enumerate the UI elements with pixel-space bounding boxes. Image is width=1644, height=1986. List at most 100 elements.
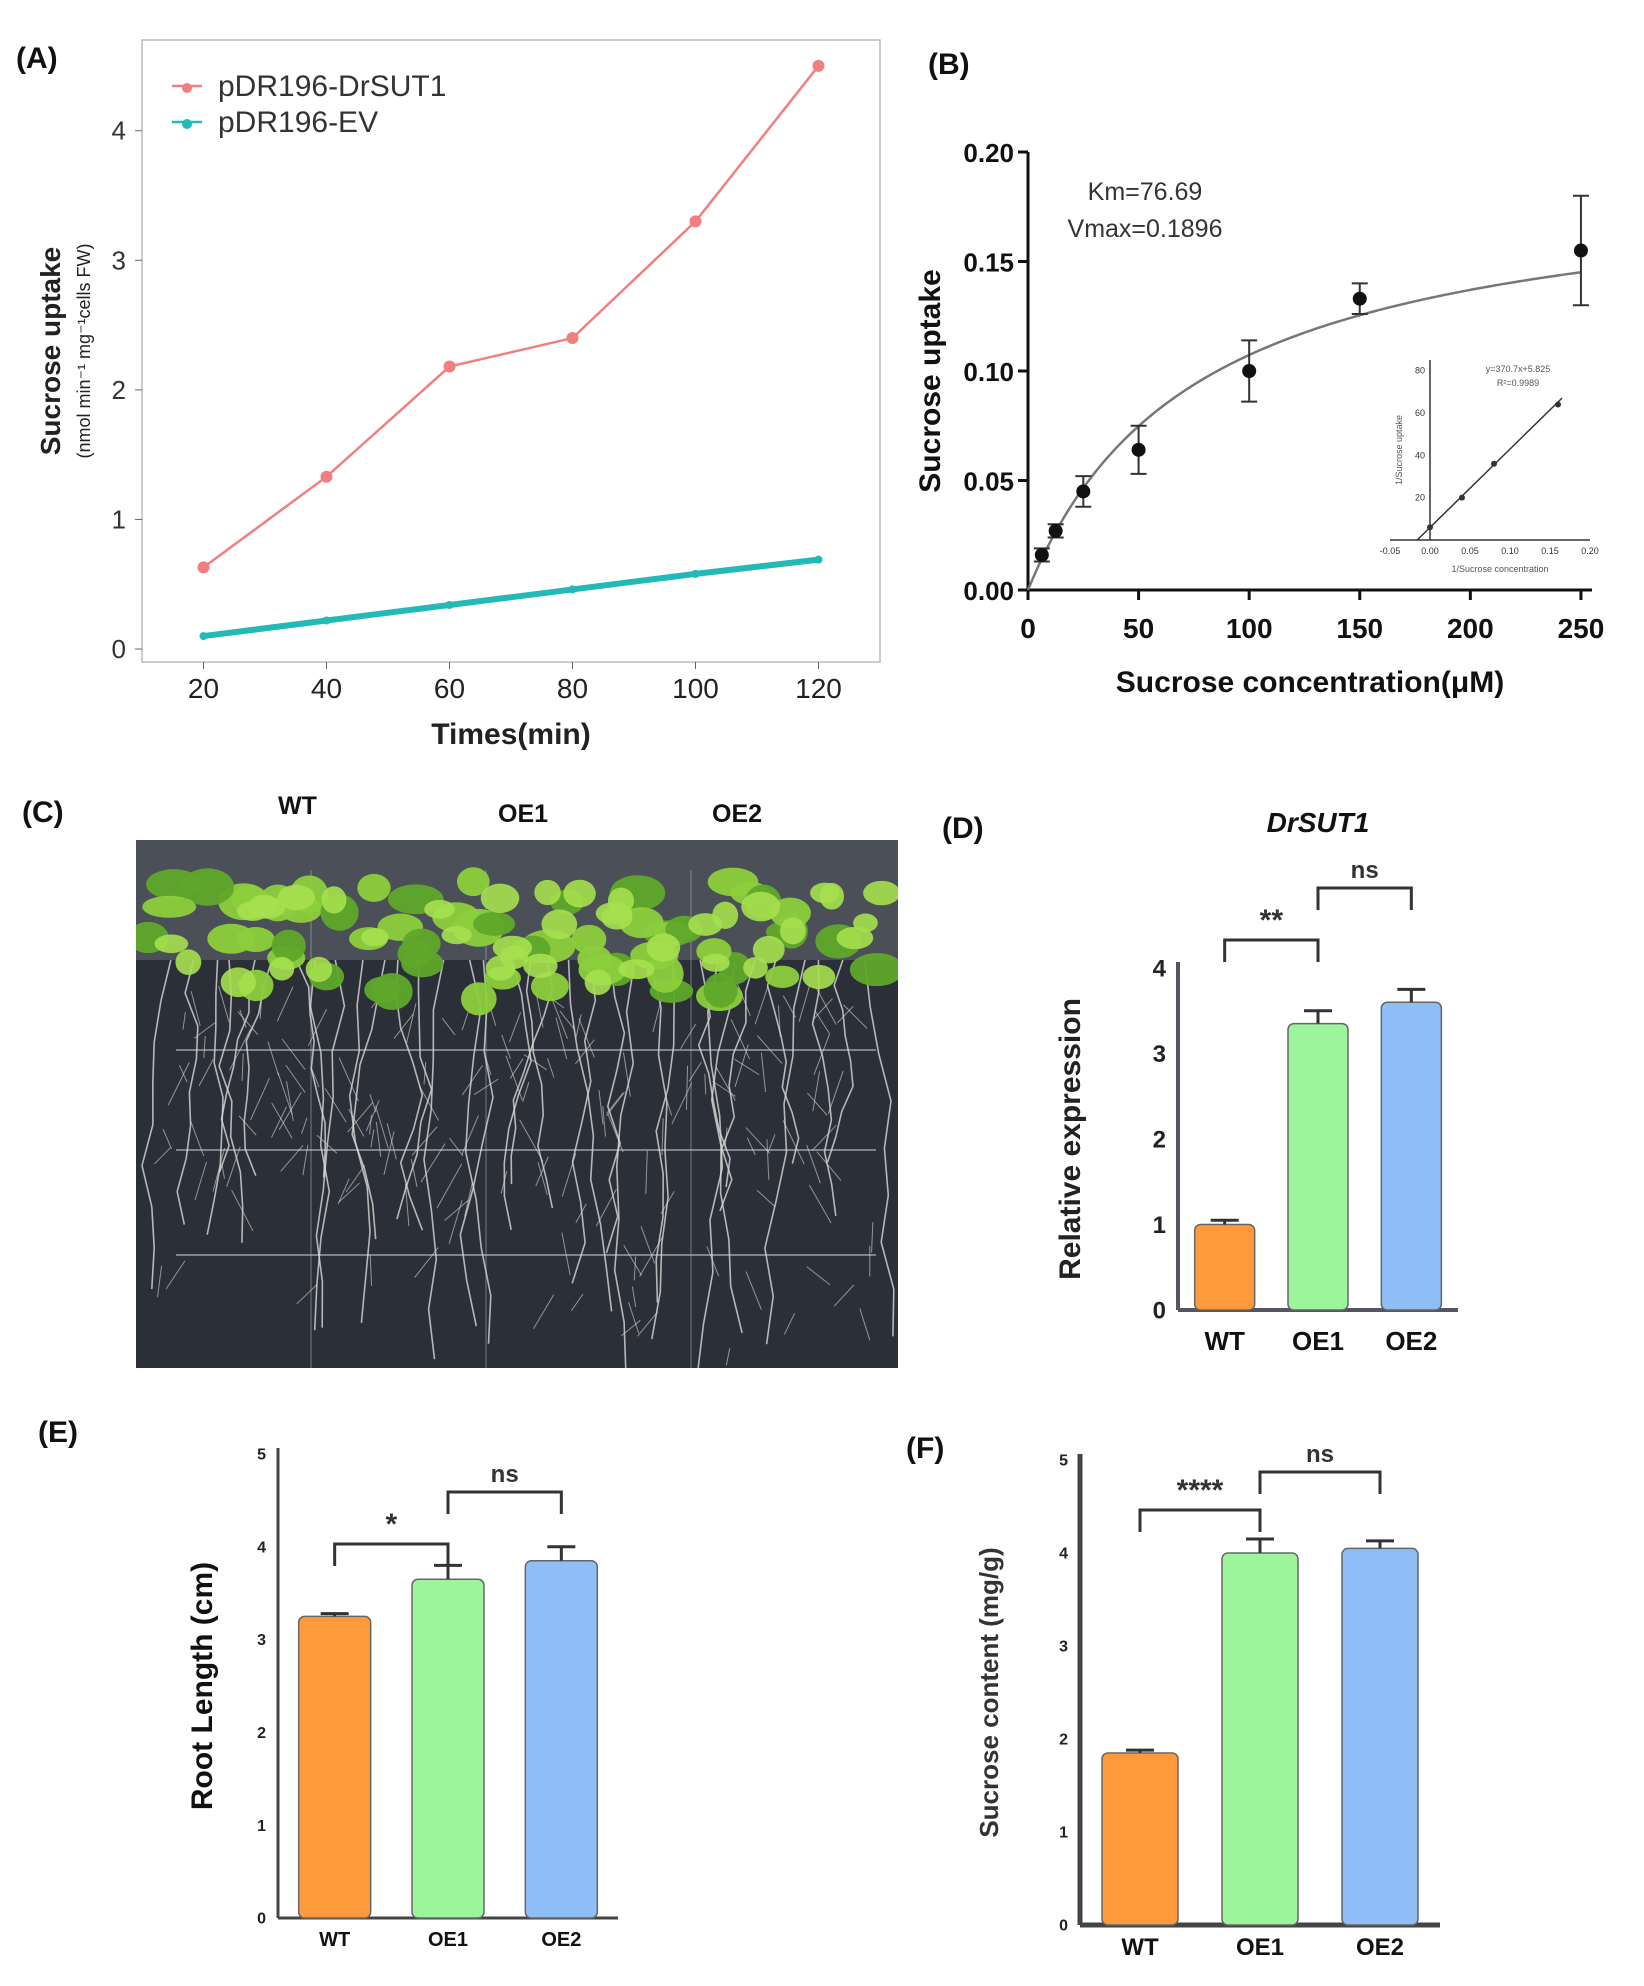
leaf (154, 934, 189, 954)
lateral-root (153, 1147, 171, 1165)
lateral-root (167, 1062, 190, 1106)
leaf (247, 896, 286, 919)
lateral-root (198, 1058, 214, 1087)
lateral-root (369, 1114, 372, 1135)
lateral-root (271, 1102, 293, 1139)
y-tick-label: 1 (257, 1818, 266, 1835)
y-tick-label: 2 (257, 1725, 266, 1742)
root (605, 959, 626, 1254)
lateral-root (555, 1017, 568, 1059)
lateral-root (444, 1199, 469, 1221)
category-label: OE1 (1292, 1326, 1344, 1356)
root (503, 959, 532, 1230)
leaf (181, 868, 235, 906)
lateral-root (501, 1034, 511, 1059)
significance-label: ** (1260, 904, 1284, 937)
lateral-root (508, 1012, 522, 1043)
y-tick-label: 1 (1153, 1212, 1166, 1239)
x-axis-label: Times(min) (431, 718, 590, 751)
lateral-root (194, 1161, 207, 1200)
y-tick-label: 3 (112, 245, 126, 275)
lateral-root (628, 1302, 640, 1334)
root (423, 959, 445, 1360)
lateral-root (441, 1017, 456, 1036)
root (176, 959, 199, 1225)
leaf (220, 967, 257, 998)
x-tick-label: 100 (672, 673, 719, 704)
lateral-root (464, 1182, 473, 1217)
lateral-root (267, 1041, 280, 1076)
bar-oe2 (1380, 1001, 1443, 1311)
lateral-root (598, 1090, 604, 1125)
leaf (863, 880, 898, 906)
lateral-root (239, 1009, 247, 1028)
y-tick-label: 0 (112, 634, 126, 664)
lateral-root (806, 1144, 821, 1184)
lateral-root (406, 1003, 417, 1043)
category-label: WT (319, 1929, 350, 1951)
lateral-root (827, 1070, 844, 1115)
y-axis-label: Sucrose content (mg/g) (974, 1547, 1004, 1837)
root (719, 959, 756, 1212)
lateral-root (550, 995, 568, 1040)
lateral-root (484, 1056, 492, 1075)
leaf (456, 867, 490, 897)
lateral-root (369, 1254, 373, 1286)
category-label: OE2 (541, 1929, 581, 1951)
lateral-root (725, 1348, 731, 1366)
lateral-root (522, 1082, 530, 1102)
lateral-root (535, 1156, 549, 1187)
lateral-root (622, 1052, 631, 1097)
lateral-root (665, 1096, 673, 1116)
leaf (741, 891, 781, 922)
bar-oe1 (411, 1578, 485, 1919)
category-label: OE2 (1385, 1326, 1437, 1356)
y-tick-label: 3 (1153, 1041, 1166, 1068)
root (710, 959, 743, 1334)
root (315, 959, 346, 1328)
lateral-root (535, 992, 544, 1028)
lateral-root (411, 1126, 438, 1156)
lateral-root (500, 1171, 508, 1194)
y-tick-label: 2 (1153, 1126, 1166, 1153)
lateral-root (345, 1164, 366, 1193)
lateral-root (414, 1247, 439, 1278)
lateral-root (745, 1127, 771, 1154)
lateral-root (661, 1118, 664, 1155)
lateral-root (813, 998, 833, 1020)
lateral-root (449, 1137, 464, 1157)
chart-f-sucrose-content: 0 1 2 3 4 5 WT OE1 OE2 Sucrose content (mg/g) ****… (974, 1441, 1440, 1961)
y-axis-label: Root Length (cm) (186, 1562, 219, 1810)
root (567, 959, 613, 1312)
lateral-root (736, 981, 751, 1016)
lateral-root (637, 1311, 659, 1337)
lateral-root (285, 1064, 306, 1093)
lateral-root (766, 1139, 770, 1180)
leaf (646, 955, 684, 993)
significance-bracket (446, 1490, 563, 1514)
lateral-root (277, 1072, 293, 1116)
lateral-root (660, 1191, 675, 1215)
y-tick-label: 0 (257, 1911, 266, 1928)
lateral-root (301, 1117, 308, 1134)
data-point (1573, 243, 1588, 258)
lateral-root (193, 1022, 216, 1039)
root (811, 959, 837, 1217)
legend-label: pDR196-EV (218, 106, 378, 139)
inset-y-label: 1/Sucrose uptake (1394, 415, 1404, 485)
category-label: WT (1204, 1326, 1245, 1356)
inset-x-tick: 0.00 (1421, 546, 1439, 556)
x-tick-label: 20 (188, 673, 219, 704)
lateral-root (461, 1115, 479, 1155)
x-tick-label: 250 (1558, 613, 1605, 644)
panel-label-c: (C) (22, 796, 64, 829)
root (309, 959, 331, 1331)
leaf (441, 926, 472, 945)
lateral-root (843, 1004, 868, 1029)
root (649, 959, 669, 1340)
lateral-root (505, 1055, 523, 1101)
leaf (765, 965, 800, 988)
lateral-root (182, 1011, 186, 1030)
significance-bracket (1223, 938, 1320, 962)
x-tick-label: 120 (795, 673, 842, 704)
